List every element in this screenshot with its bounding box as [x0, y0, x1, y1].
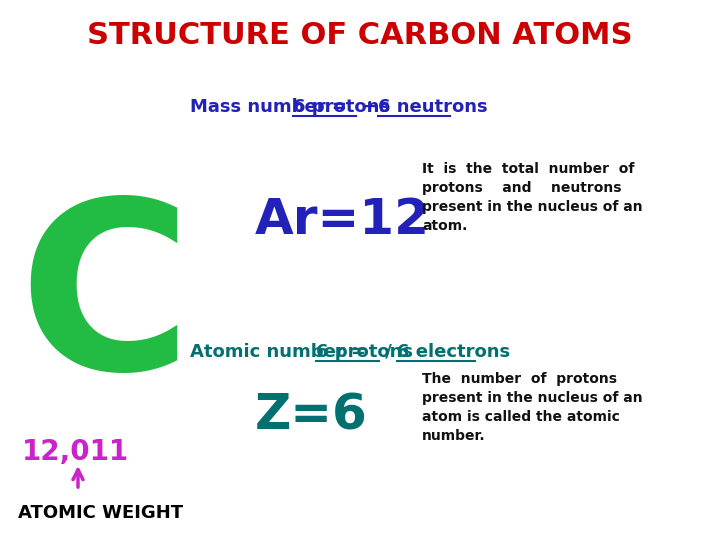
Text: 6 protons: 6 protons — [316, 343, 413, 361]
Text: atom.: atom. — [422, 219, 467, 233]
Text: The  number  of  protons: The number of protons — [422, 372, 617, 386]
Text: Atomic number =: Atomic number = — [190, 343, 372, 361]
Text: 6 neutrons: 6 neutrons — [378, 98, 487, 116]
Text: 6 protons: 6 protons — [293, 98, 390, 116]
Text: 12,011: 12,011 — [22, 438, 129, 466]
Text: Mass number =: Mass number = — [190, 98, 353, 116]
Text: 6 electrons: 6 electrons — [397, 343, 510, 361]
Text: /: / — [379, 343, 398, 361]
Text: C: C — [19, 191, 192, 419]
Text: Ar=12: Ar=12 — [255, 196, 430, 244]
Text: protons    and    neutrons: protons and neutrons — [422, 181, 621, 195]
Text: atom is called the atomic: atom is called the atomic — [422, 410, 620, 424]
Text: Z=6: Z=6 — [255, 391, 368, 439]
Text: +: + — [356, 98, 384, 116]
Text: STRUCTURE OF CARBON ATOMS: STRUCTURE OF CARBON ATOMS — [87, 21, 633, 50]
Text: It  is  the  total  number  of: It is the total number of — [422, 162, 634, 176]
Text: number.: number. — [422, 429, 485, 443]
Text: present in the nucleus of an: present in the nucleus of an — [422, 200, 643, 214]
Text: present in the nucleus of an: present in the nucleus of an — [422, 391, 643, 405]
Text: ATOMIC WEIGHT: ATOMIC WEIGHT — [18, 504, 183, 522]
